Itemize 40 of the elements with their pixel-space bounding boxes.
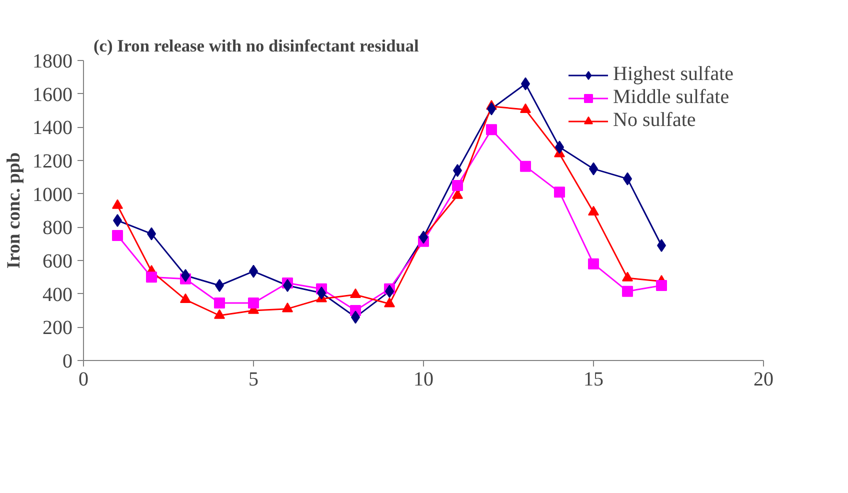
point [520,103,531,114]
y-tick-label: 200 [42,317,72,340]
chart-title: (c) Iron release with no disinfectant residual [94,36,420,56]
point [486,124,497,136]
x-tick-label: 15 [584,368,604,390]
point [384,298,395,308]
point [180,293,191,304]
point [112,230,123,241]
y-axis-title: Iron conc. ppb [4,152,24,269]
point [282,302,293,312]
y-tick-label: 1000 [32,184,72,206]
legend-label: Highest sulfate [613,63,734,86]
point [656,280,667,291]
y-tick-label: 800 [42,217,72,240]
x-tick-label: 20 [754,368,774,390]
legend-label: Middle sulfate [613,86,730,109]
point [146,272,157,283]
point [554,186,565,198]
point [214,309,225,319]
y-tick-label: 1800 [32,50,72,72]
point [588,206,599,216]
point [350,288,361,298]
y-tick-label: 1200 [32,150,72,172]
point [520,160,531,172]
legend-label: No sulfate [613,109,696,132]
point [248,298,259,308]
point [214,298,225,308]
x-tick-label: 0 [78,368,88,390]
point [452,180,463,191]
y-tick-label: 1600 [32,84,72,106]
x-tick-label: 5 [248,368,258,390]
point [622,286,633,297]
point [622,272,633,282]
x-tick-label: 10 [414,368,434,390]
y-tick-label: 400 [42,284,72,306]
point [112,199,123,209]
y-tick-label: 0 [62,350,72,372]
point [588,258,599,270]
y-tick-label: 1400 [32,117,72,140]
y-tick-label: 600 [42,250,72,272]
